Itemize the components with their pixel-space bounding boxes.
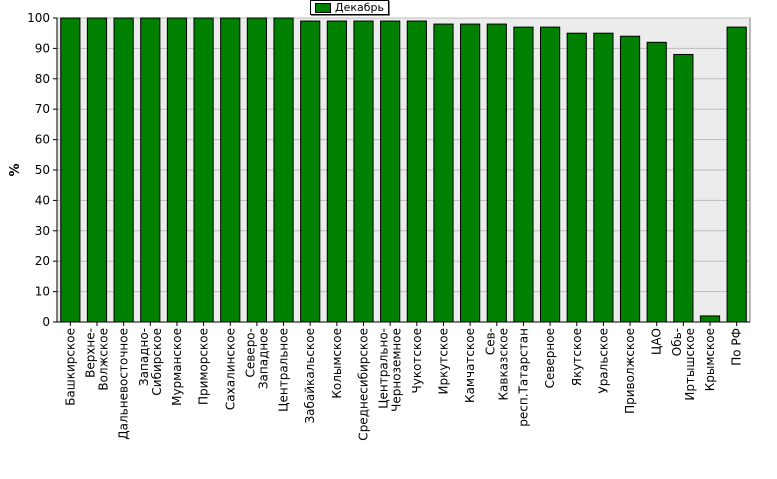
bar <box>193 17 214 323</box>
bar <box>273 17 294 323</box>
x-tick-label: Приморское <box>197 328 211 405</box>
y-tick-label: 70 <box>35 102 50 116</box>
bar <box>513 26 534 323</box>
x-tick-label: Чукотское <box>410 328 424 393</box>
y-tick-label: 100 <box>27 11 50 25</box>
y-tick-label: 30 <box>35 224 50 238</box>
x-tick-label: Черноземное <box>390 328 404 412</box>
x-tick-label: Сахалинское <box>223 328 237 410</box>
x-tick-label: По РФ <box>730 328 744 366</box>
x-tick-label: респ.Татарстан <box>516 328 530 427</box>
bar <box>433 23 454 323</box>
y-tick-label: 10 <box>35 285 50 299</box>
x-tick-label: Западное <box>256 328 270 389</box>
legend-label: Декабрь <box>335 1 384 14</box>
bar <box>540 26 561 323</box>
x-tick-label: Среднесибирское <box>357 328 371 441</box>
x-tick-label: Кавказское <box>496 328 510 401</box>
x-tick-label: Обь- <box>670 328 684 356</box>
bar <box>646 41 667 323</box>
bar <box>486 23 507 323</box>
bar <box>353 20 374 323</box>
x-tick-label: Забайкальское <box>303 328 317 424</box>
x-tick-label: Верхне- <box>83 328 97 378</box>
bar <box>220 17 241 323</box>
bar <box>300 20 321 323</box>
y-tick-label: 40 <box>35 193 50 207</box>
bar <box>86 17 108 323</box>
bar <box>566 32 587 323</box>
x-tick-label: ЦАО <box>650 328 664 355</box>
bar <box>406 20 427 323</box>
x-tick-label: Дальневосточное <box>117 328 131 440</box>
x-tick-label: Мурманское <box>170 328 184 406</box>
x-tick-label: Башкирское <box>63 328 77 406</box>
x-tick-label: Западно- <box>137 328 151 386</box>
y-tick-label: 60 <box>35 133 50 147</box>
legend: Декабрь <box>310 0 389 15</box>
legend-swatch <box>315 2 331 13</box>
bar <box>593 32 614 323</box>
x-axis: Башкирское Верхне- Волжское Дальневосточное… <box>57 321 750 441</box>
y-tick-label: 90 <box>35 41 50 55</box>
x-tick-label: Камчатское <box>463 328 477 403</box>
x-tick-label: Иртышское <box>683 328 697 401</box>
bar <box>673 53 694 323</box>
x-tick-label: Крымское <box>703 328 717 391</box>
y-tick-label: 50 <box>35 163 50 177</box>
bar <box>380 20 401 323</box>
bar <box>699 315 721 323</box>
x-tick-label: Иркутское <box>436 328 450 395</box>
x-tick-label: Колымское <box>330 328 344 399</box>
y-tick-label: 20 <box>35 254 50 268</box>
x-tick-label: Центральное <box>277 328 291 412</box>
x-tick-label: Центрально- <box>377 328 391 409</box>
y-axis-label: % <box>8 163 23 176</box>
y-tick-label: 0 <box>42 315 50 329</box>
bar <box>246 17 267 323</box>
x-tick-label: Сев- <box>483 328 497 355</box>
bar <box>726 26 747 323</box>
bar <box>140 17 161 323</box>
bar <box>113 17 134 323</box>
bar <box>166 17 188 323</box>
bars <box>60 17 747 323</box>
bar <box>460 23 481 323</box>
x-tick-label: Приволжское <box>623 328 637 414</box>
bar <box>60 17 81 323</box>
x-tick-label: Северо- <box>243 328 257 378</box>
y-axis: 0 10 20 30 40 50 60 70 80 90 100 <box>27 11 58 329</box>
y-tick-label: 80 <box>35 72 50 86</box>
x-tick-label: Волжское <box>96 328 110 391</box>
bar <box>619 35 641 323</box>
x-tick-label: Сибирское <box>150 328 164 396</box>
x-tick-label: Якутское <box>570 328 584 386</box>
x-tick-label: Северное <box>543 328 557 388</box>
x-tick-label: Уральское <box>596 328 610 394</box>
bar <box>326 20 347 323</box>
